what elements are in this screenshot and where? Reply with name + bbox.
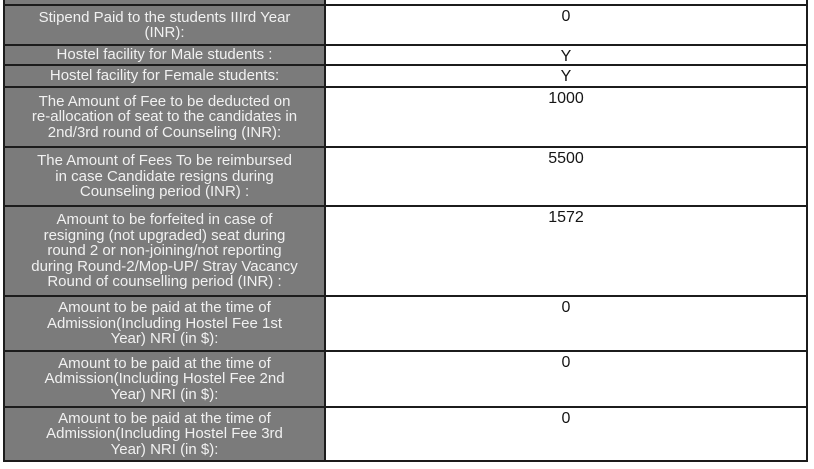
row-value-cell: Y	[326, 46, 806, 64]
table-row: Amount to be paid at the time of Admissi…	[5, 352, 806, 408]
table-row: The Amount of Fee to be deducted on re-a…	[5, 88, 806, 148]
row-value-cell: 1572	[326, 207, 806, 295]
fee-details-table: Stipend Paid to the students IIIrd Year …	[3, 0, 808, 462]
row-label-cell: Amount to be forfeited in case of resign…	[5, 207, 326, 295]
table-row: Hostel facility for Female students: Y	[5, 66, 806, 88]
row-value-cell: Y	[326, 66, 806, 86]
row-value-cell: 1000	[326, 88, 806, 146]
row-label-cell: The Amount of Fees To be reimbursed in c…	[5, 148, 326, 205]
row-value-cell: 0	[326, 352, 806, 406]
row-label-cell: Stipend Paid to the students IIIrd Year …	[5, 6, 326, 44]
table-row: Amount to be paid at the time of Admissi…	[5, 297, 806, 352]
row-label-cell: The Amount of Fee to be deducted on re-a…	[5, 88, 326, 146]
table-row: The Amount of Fees To be reimbursed in c…	[5, 148, 806, 207]
row-label-cell: Hostel facility for Male students :	[5, 46, 326, 64]
row-label-cell: Hostel facility for Female students:	[5, 66, 326, 86]
table-row	[5, 0, 806, 6]
table-row: Amount to be forfeited in case of resign…	[5, 207, 806, 297]
row-value-cell: 5500	[326, 148, 806, 205]
table-row: Hostel facility for Male students : Y	[5, 46, 806, 66]
row-label-cell: Amount to be paid at the time of Admissi…	[5, 352, 326, 406]
row-value-cell: 0	[326, 6, 806, 44]
row-label-cell: Amount to be paid at the time of Admissi…	[5, 297, 326, 350]
row-value-cell	[326, 0, 806, 4]
row-label-cell	[5, 0, 326, 4]
row-value-cell: 0	[326, 297, 806, 350]
row-label-cell: Amount to be paid at the time of Admissi…	[5, 408, 326, 460]
table-row: Amount to be paid at the time of Admissi…	[5, 408, 806, 462]
row-value-cell: 0	[326, 408, 806, 460]
table-row: Stipend Paid to the students IIIrd Year …	[5, 6, 806, 46]
